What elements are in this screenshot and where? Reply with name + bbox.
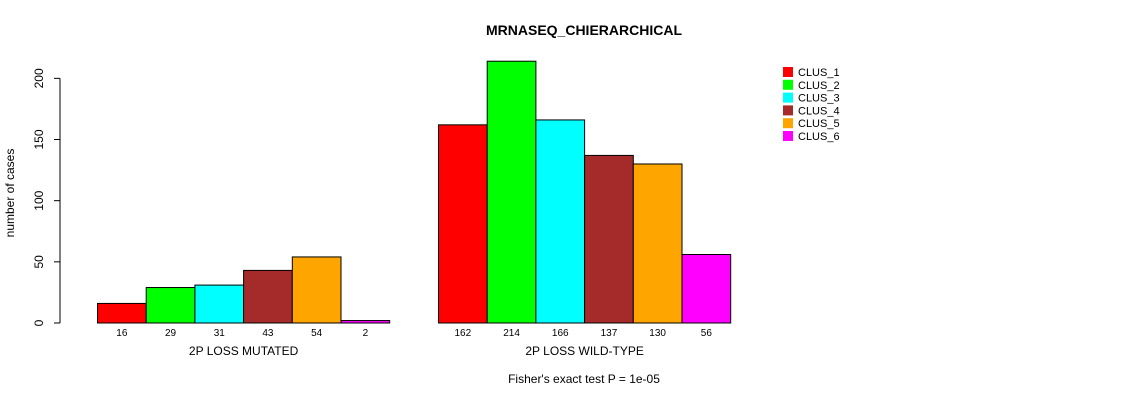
chart-title: MRNASEQ_CHIERARCHICAL bbox=[486, 22, 682, 38]
y-tick-label-100: 100 bbox=[32, 190, 46, 210]
y-axis: 0 50 100 150 200 bbox=[32, 68, 61, 326]
y-tick-label-0: 0 bbox=[32, 319, 46, 326]
y-tick-label-150: 150 bbox=[32, 129, 46, 149]
bar-clus_3-group-2 bbox=[535, 119, 586, 324]
bar-clus_4-group-1 bbox=[243, 269, 293, 324]
legend-label-clus_4: CLUS_4 bbox=[798, 105, 840, 117]
y-tick-label-200: 200 bbox=[32, 68, 46, 88]
bar-value-label: 130 bbox=[649, 328, 666, 339]
bar-value-label: 166 bbox=[552, 328, 569, 339]
group-label-2: 2P LOSS WILD-TYPE bbox=[525, 344, 643, 358]
bar-clus_5-group-2 bbox=[632, 163, 683, 324]
legend-swatch-clus_6 bbox=[783, 131, 793, 141]
bar-clus_3-group-1 bbox=[194, 284, 245, 324]
bars bbox=[97, 60, 732, 324]
bar-value-label: 137 bbox=[601, 328, 618, 339]
bar-clus_5-group-1 bbox=[291, 256, 342, 324]
bar-clus_2-group-2 bbox=[486, 60, 537, 324]
bar-labels: 16 29 31 43 54 2 162 214 166 137 130 56 bbox=[116, 328, 712, 339]
legend-swatch-clus_1 bbox=[783, 67, 793, 77]
group-label-1: 2P LOSS MUTATED bbox=[189, 344, 299, 358]
bar-clus_1-group-1 bbox=[97, 302, 147, 324]
bar-value-label: 43 bbox=[262, 328, 274, 339]
bar-value-label: 56 bbox=[701, 328, 713, 339]
legend-swatch-clus_5 bbox=[783, 118, 793, 129]
bar-clus_6-group-1 bbox=[340, 320, 391, 324]
legend-label-clus_3: CLUS_3 bbox=[798, 93, 840, 105]
legend-swatch-clus_4 bbox=[783, 105, 793, 116]
legend-label-clus_6: CLUS_6 bbox=[798, 131, 840, 143]
group-labels: 2P LOSS MUTATED 2P LOSS WILD-TYPE bbox=[189, 344, 644, 358]
bar-value-label: 54 bbox=[311, 328, 323, 339]
legend-swatch-clus_2 bbox=[783, 79, 793, 90]
bar-value-label: 31 bbox=[214, 328, 226, 339]
bar-value-label: 2 bbox=[363, 328, 369, 339]
bar-clus_4-group-2 bbox=[584, 154, 634, 324]
legend-swatch-clus_3 bbox=[783, 92, 793, 103]
fisher-test-footer: Fisher's exact test P = 1e-05 bbox=[508, 372, 660, 386]
y-tick-label-50: 50 bbox=[32, 255, 46, 269]
bar-clus_2-group-1 bbox=[145, 287, 196, 324]
bar-clus_1-group-2 bbox=[438, 124, 488, 324]
legend-label-clus_2: CLUS_2 bbox=[798, 80, 840, 92]
bar-value-label: 16 bbox=[116, 328, 128, 339]
legend-label-clus_5: CLUS_5 bbox=[798, 118, 840, 130]
bar-value-label: 162 bbox=[455, 328, 472, 339]
bar-value-label: 214 bbox=[503, 328, 520, 339]
bar-value-label: 29 bbox=[165, 328, 177, 339]
bar-clus_6-group-2 bbox=[681, 253, 732, 324]
y-axis-label: number of cases bbox=[3, 149, 17, 238]
legend-label-clus_1: CLUS_1 bbox=[798, 67, 840, 79]
